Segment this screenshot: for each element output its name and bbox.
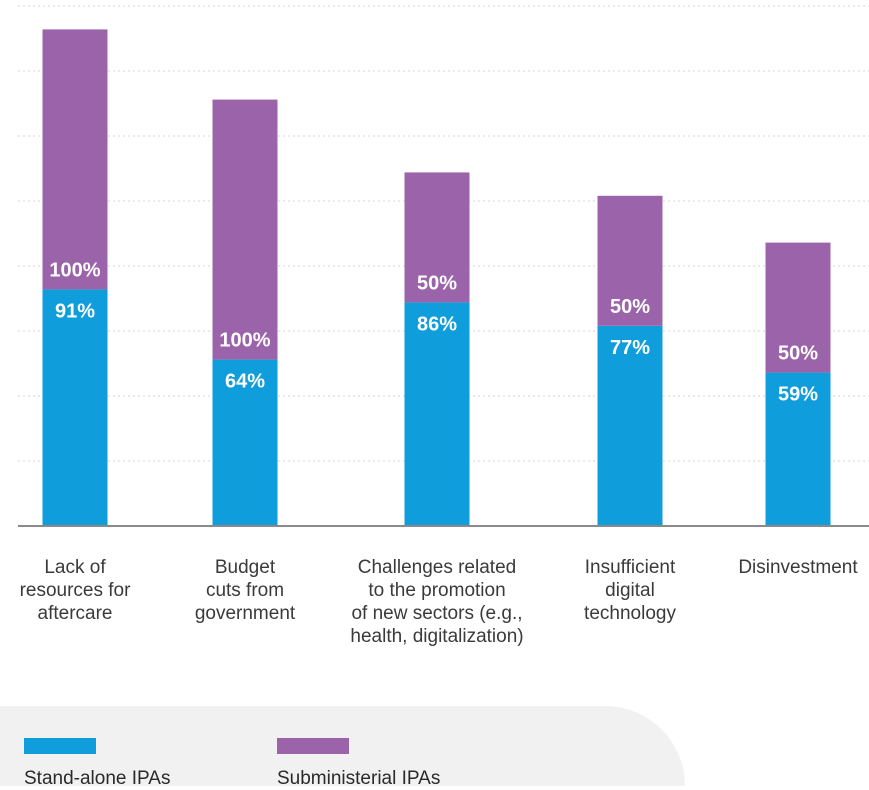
- category-label-2: Challenges related to the promotion of new…: [327, 556, 547, 648]
- value-label-stand-alone-4: 59%: [778, 384, 818, 406]
- bar-stand-alone-3: [597, 325, 663, 526]
- legend-item-stand-alone: Stand-alone IPAs: [24, 738, 170, 790]
- value-label-subministerial-2: 50%: [417, 272, 457, 294]
- bar-subministerial-2: [404, 172, 470, 303]
- legend-item-subministerial: Subministerial IPAs: [277, 738, 440, 790]
- value-label-stand-alone-2: 86%: [417, 313, 457, 335]
- category-label-line: Disinvestment: [738, 557, 858, 578]
- category-label-line: to the promotion: [368, 580, 506, 601]
- bar-subministerial-1: [212, 99, 278, 360]
- legend-label-stand-alone: Stand-alone IPAs: [24, 768, 171, 789]
- bar-subministerial-3: [597, 195, 663, 326]
- category-label-3: Insufficient digital technology: [520, 556, 740, 625]
- bar-stand-alone-2: [404, 302, 470, 526]
- category-label-line: Insufficient: [584, 557, 676, 578]
- category-label-line: aftercare: [37, 603, 113, 624]
- category-label-line: health, digitalization): [350, 626, 524, 647]
- category-label-line: cuts from: [205, 580, 285, 601]
- value-labels: 91% 100% 64% 100% 86% 50% 77% 50% 59% 50%: [49, 259, 818, 405]
- category-label-line: Lack of: [44, 557, 106, 578]
- category-label-line: government: [194, 603, 296, 624]
- category-label-0: Lack of resources for aftercare: [0, 556, 185, 625]
- category-label-line: of new sectors (e.g.,: [351, 603, 523, 624]
- value-label-stand-alone-3: 77%: [610, 337, 650, 359]
- category-label-1: Budget cuts from government: [135, 556, 355, 625]
- category-label-line: Challenges related: [357, 557, 517, 578]
- value-label-stand-alone-1: 64%: [225, 371, 265, 393]
- value-label-subministerial-0: 100%: [49, 259, 100, 281]
- bar-stand-alone-1: [212, 359, 278, 526]
- bar-stand-alone-0: [42, 289, 108, 526]
- category-label-line: resources for: [19, 580, 131, 601]
- category-label-line: technology: [584, 603, 676, 624]
- value-label-stand-alone-0: 91%: [55, 300, 95, 322]
- value-label-subministerial-4: 50%: [778, 343, 818, 365]
- value-label-subministerial-3: 50%: [610, 296, 650, 318]
- bar-stand-alone-4: [765, 372, 831, 526]
- legend-swatch-subministerial: [277, 738, 349, 754]
- bar-subministerial-4: [765, 242, 831, 373]
- category-label-4: Disinvestment: [688, 556, 869, 579]
- bars: [42, 29, 831, 526]
- legend-label-subministerial: Subministerial IPAs: [277, 768, 441, 789]
- value-label-subministerial-1: 100%: [219, 330, 270, 352]
- category-label-line: Budget: [214, 557, 276, 578]
- bar-subministerial-0: [42, 29, 108, 290]
- legend-swatch-stand-alone: [24, 738, 96, 754]
- category-label-line: digital: [605, 580, 655, 601]
